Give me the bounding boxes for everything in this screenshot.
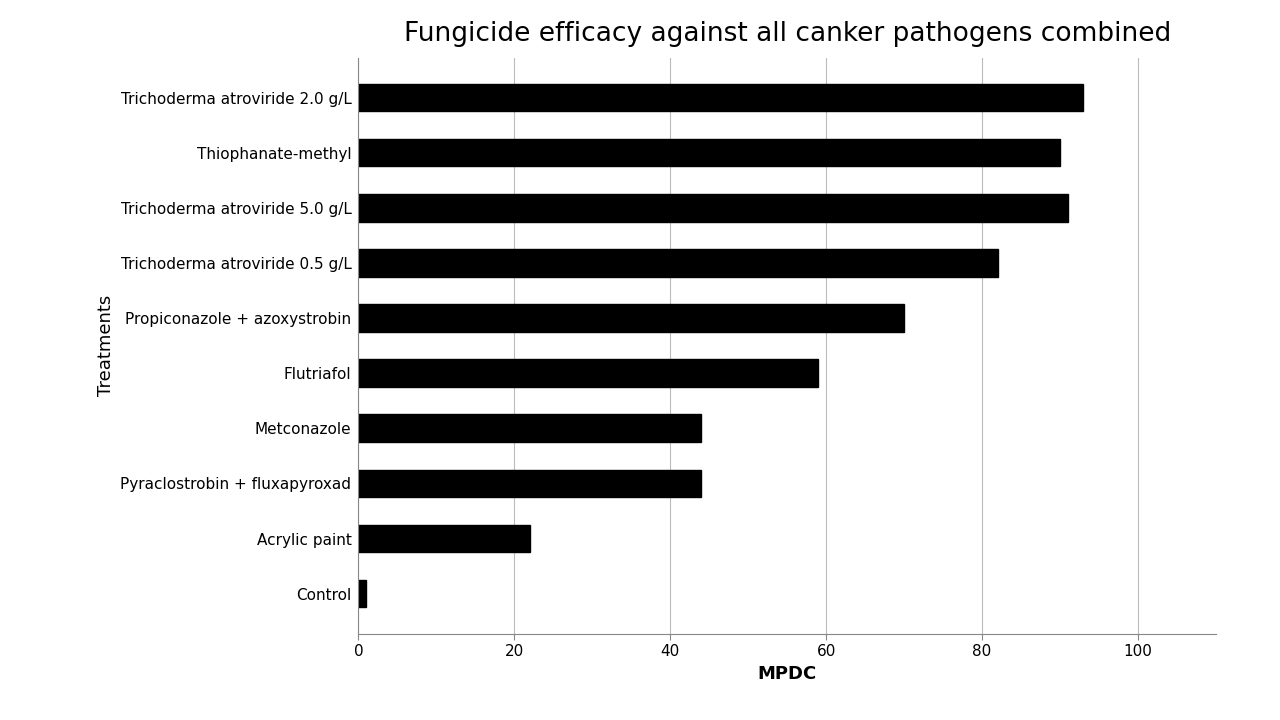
Bar	[358, 525, 530, 552]
Bar	[358, 359, 818, 387]
X-axis label: MPDC: MPDC	[758, 665, 817, 683]
Bar	[358, 249, 997, 276]
Bar	[358, 84, 1083, 112]
Bar	[358, 194, 1068, 222]
Bar	[358, 305, 904, 332]
Bar	[358, 469, 701, 498]
Bar	[358, 580, 366, 608]
Bar	[358, 139, 1060, 166]
Y-axis label: Treatments: Treatments	[97, 295, 115, 396]
Title: Fungicide efficacy against all canker pathogens combined: Fungicide efficacy against all canker pa…	[403, 21, 1171, 47]
Bar	[358, 415, 701, 442]
